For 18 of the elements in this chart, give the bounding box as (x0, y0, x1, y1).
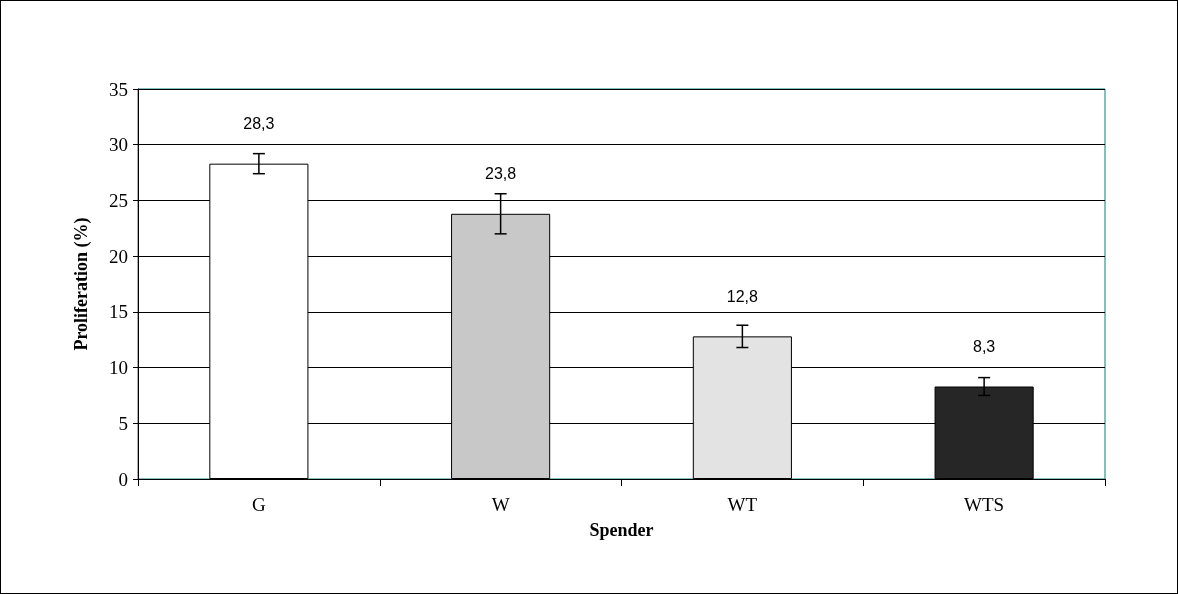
y-tick-label: 25 (109, 189, 128, 211)
x-tick-label: WTS (964, 494, 1005, 515)
data-label: 12,8 (726, 287, 759, 305)
y-tick-label: 5 (118, 412, 128, 434)
x-tick-label: G (252, 494, 267, 515)
data-label: 8,3 (973, 338, 996, 356)
x-tick-label: WT (727, 494, 758, 515)
y-tick-label: 35 (109, 78, 128, 100)
y-tick-label: 20 (109, 245, 128, 267)
y-tick-label: 0 (118, 468, 128, 490)
x-tick-label: W (491, 494, 510, 515)
y-tick-label: 30 (109, 134, 128, 156)
data-label: 23,8 (485, 165, 517, 183)
x-axis-title: Spender (589, 520, 654, 540)
y-tick-label: 10 (109, 357, 128, 379)
y-axis-title: Proliferation (%) (71, 217, 92, 351)
data-label: 28,3 (243, 115, 275, 133)
y-tick-label: 15 (109, 301, 128, 323)
